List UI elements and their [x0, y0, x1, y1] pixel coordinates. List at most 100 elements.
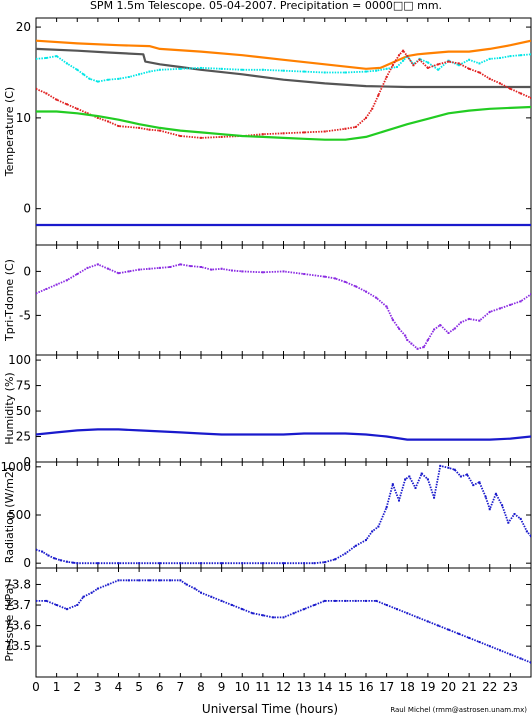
data-point	[344, 599, 347, 602]
data-point	[55, 283, 58, 286]
data-point	[484, 495, 487, 498]
x-tick-label: 13	[296, 680, 311, 694]
data-point	[303, 70, 306, 73]
data-point	[261, 271, 264, 274]
data-point	[127, 270, 130, 273]
data-point	[416, 347, 419, 350]
x-axis-label: Universal Time (hours)	[202, 702, 338, 716]
data-point	[385, 604, 388, 607]
data-point	[439, 324, 442, 327]
data-point	[90, 591, 93, 594]
y-tick-label: 73.7	[4, 598, 31, 612]
data-point	[76, 273, 79, 276]
data-point	[501, 504, 504, 507]
data-point	[323, 599, 326, 602]
data-point	[437, 624, 440, 627]
data-point	[402, 59, 405, 62]
data-point	[36, 599, 37, 602]
x-tick-label: 12	[276, 680, 291, 694]
data-point	[138, 268, 141, 271]
data-point	[530, 535, 531, 538]
data-point	[241, 270, 244, 273]
data-point	[272, 616, 275, 619]
data-point	[478, 481, 481, 484]
data-point	[292, 612, 295, 615]
panel-frame	[35, 244, 532, 356]
data-point	[107, 120, 110, 123]
data-point	[513, 513, 516, 516]
y-tick-label: 0	[23, 556, 31, 570]
data-point	[45, 288, 48, 290]
series-group	[36, 263, 531, 350]
data-point	[404, 478, 407, 481]
data-point	[509, 87, 512, 90]
data-point	[55, 55, 58, 58]
data-point	[138, 73, 141, 76]
y-tick-label: 25	[16, 430, 31, 444]
data-point	[365, 116, 367, 119]
data-point	[138, 126, 141, 129]
data-point	[53, 557, 56, 560]
data-point	[371, 530, 374, 533]
data-point	[220, 267, 223, 270]
data-point	[59, 559, 62, 562]
data-point	[426, 478, 429, 481]
y-tick-label: 20	[16, 20, 31, 34]
data-point	[385, 506, 388, 509]
data-point	[488, 508, 491, 511]
data-point	[313, 562, 316, 565]
data-point	[303, 562, 306, 565]
data-point	[55, 604, 58, 607]
data-point	[65, 560, 68, 563]
data-point	[447, 466, 450, 469]
data-point	[179, 135, 182, 138]
data-point	[138, 562, 141, 565]
y-tick-label: -5	[19, 308, 31, 322]
data-point	[282, 132, 285, 135]
data-point	[41, 550, 44, 553]
data-point	[210, 595, 213, 598]
data-point	[169, 579, 172, 582]
y-tick-label: 50	[16, 404, 31, 418]
data-point	[422, 346, 425, 349]
data-point	[45, 56, 48, 59]
panel-frame	[35, 354, 532, 463]
data-point	[406, 339, 409, 342]
data-point	[519, 92, 522, 95]
data-point	[385, 67, 388, 70]
panel-dt: -5 0 Tpri-Tdome (C)	[3, 244, 532, 356]
data-point	[530, 661, 531, 664]
series-humidity-0	[36, 428, 531, 441]
data-point	[354, 599, 357, 602]
data-point	[148, 267, 151, 270]
data-point	[334, 599, 337, 602]
series-temperature-3	[36, 49, 531, 139]
data-point	[282, 562, 285, 565]
data-point	[447, 60, 450, 63]
data-point	[86, 266, 89, 269]
data-point	[148, 70, 151, 73]
data-point	[88, 77, 91, 80]
data-point	[241, 562, 244, 565]
data-point	[179, 562, 182, 565]
y-axis-label: Temperature (C)	[3, 87, 16, 177]
data-point	[509, 303, 512, 306]
y-tick-label: 73.5	[4, 639, 31, 653]
x-axis: 0 1 2 3 4 5 6 7 8 9 10 11 12 13 14 15 16 17 18 19 20 21 22 23	[32, 680, 518, 694]
data-point	[499, 56, 502, 59]
data-point	[439, 464, 442, 467]
x-tick-label: 8	[197, 680, 205, 694]
data-point	[519, 657, 522, 660]
data-point	[148, 128, 151, 131]
data-point	[334, 277, 337, 280]
data-point	[96, 263, 99, 266]
y-tick-label: 0	[23, 455, 31, 469]
series-group	[36, 428, 531, 441]
data-point	[488, 57, 491, 60]
data-point	[127, 579, 130, 582]
data-point	[426, 620, 429, 623]
data-point	[410, 342, 413, 345]
data-point	[241, 608, 244, 611]
